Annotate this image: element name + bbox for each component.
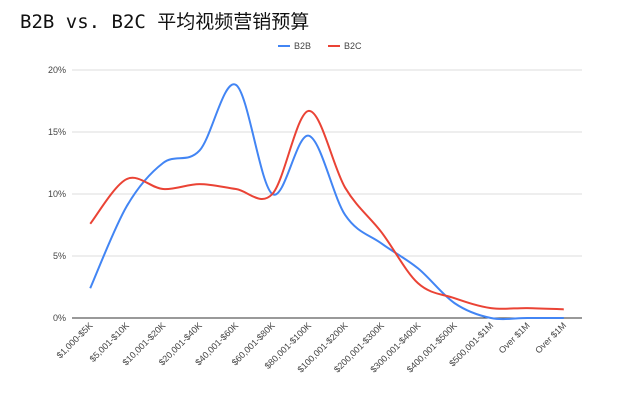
y-tick-label: 10% (48, 189, 66, 199)
y-tick-label: 5% (53, 251, 66, 261)
legend-label: B2B (294, 41, 311, 51)
y-tick-label: 15% (48, 127, 66, 137)
y-tick-label: 20% (48, 65, 66, 75)
series-line (89, 83, 564, 321)
x-tick-label: Over $1M (533, 320, 568, 355)
legend-label: B2C (344, 41, 362, 51)
x-tick-label: Over $1M (497, 320, 532, 355)
y-tick-label: 0% (53, 313, 66, 323)
series-line (89, 109, 564, 311)
chart-title: B2B vs. B2C 平均视频营销预算 (20, 11, 309, 33)
